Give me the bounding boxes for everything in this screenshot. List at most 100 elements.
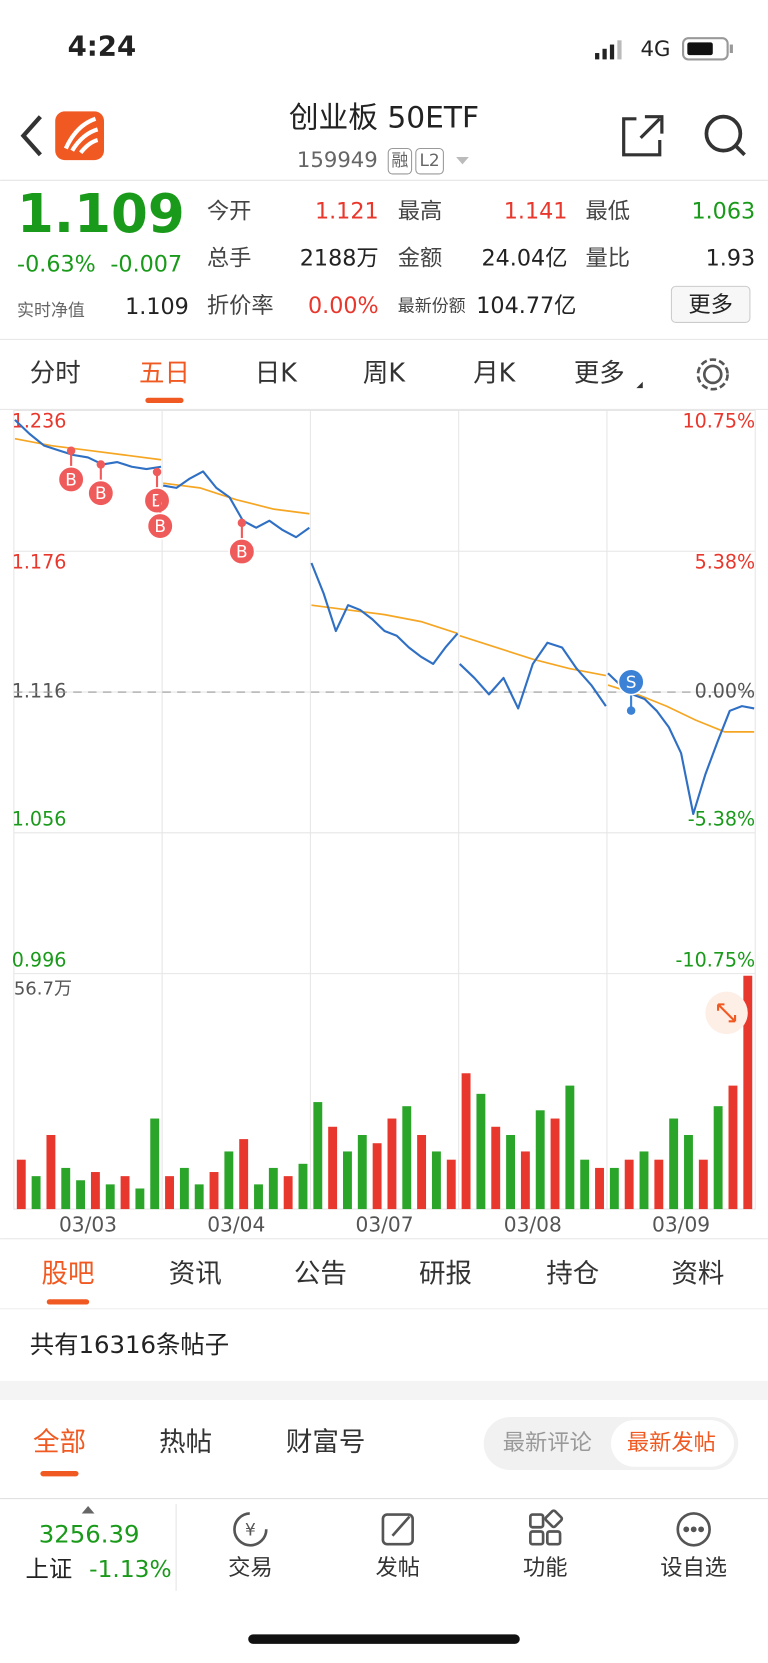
- last-price: 1.109: [17, 183, 185, 245]
- marker-dot: [237, 518, 247, 528]
- chart-tab[interactable]: 分时: [30, 358, 81, 388]
- volume-bar: [743, 975, 753, 1210]
- nav-item[interactable]: 功能: [523, 1555, 568, 1581]
- chart-tab[interactable]: 日K: [255, 358, 298, 388]
- nav-item[interactable]: 设自选: [660, 1555, 727, 1581]
- volume-bar: [535, 1110, 545, 1210]
- trade-marker: [87, 479, 115, 507]
- trade-marker: [146, 512, 174, 540]
- field-label: 最低: [586, 199, 631, 225]
- volume-bar: [179, 1167, 189, 1210]
- volume-bar: [209, 1172, 219, 1210]
- chart-tab[interactable]: 周K: [363, 358, 406, 388]
- tab-underline: [40, 1471, 79, 1477]
- field-value: 0.00%: [308, 293, 379, 319]
- more-button[interactable]: [670, 285, 751, 323]
- share-button[interactable]: [622, 115, 664, 157]
- marker-dot: [152, 467, 162, 477]
- change: -0.007: [110, 252, 182, 278]
- nav-item[interactable]: 交易: [228, 1555, 273, 1581]
- stock-title: 创业板 50ETF: [289, 100, 479, 135]
- chart-tab[interactable]: 五日: [139, 358, 190, 388]
- volume-bar: [506, 1134, 516, 1210]
- trade-marker: [617, 668, 645, 696]
- back-button[interactable]: [20, 115, 42, 157]
- home-indicator: [248, 1634, 520, 1644]
- feed-tab[interactable]: 资讯: [169, 1258, 222, 1289]
- feed-tab[interactable]: 资料: [671, 1258, 724, 1289]
- volume-bar: [402, 1106, 412, 1210]
- volume-bar: [357, 1134, 367, 1210]
- sort-option[interactable]: 最新评论: [503, 1430, 592, 1456]
- app-logo: [55, 111, 105, 161]
- volume-bar: [90, 1172, 100, 1210]
- field-label: 总手: [207, 245, 252, 271]
- volume-bar: [431, 1151, 441, 1210]
- feed-tab[interactable]: 持仓: [546, 1258, 599, 1289]
- volume-bar: [669, 1118, 679, 1210]
- dropdown[interactable]: [456, 156, 469, 165]
- chart: 1.236 1.176 1.116 1.056 0.996 10.75% 5.38% 0.00…: [12, 410, 756, 1237]
- marker-label: S: [626, 672, 637, 692]
- y-tick-label: 1.176: [12, 550, 67, 573]
- volume-bar: [194, 1184, 204, 1210]
- field-value: 2188万: [300, 245, 379, 271]
- marker-label: B: [65, 469, 77, 489]
- average-line: [163, 482, 310, 515]
- volume-bar: [387, 1118, 397, 1210]
- chart-tab[interactable]: 月K: [473, 358, 516, 388]
- sort-active: [610, 1420, 734, 1467]
- field-value: 1.93: [706, 245, 756, 271]
- price-line: [163, 470, 310, 539]
- volume-bar: [595, 1167, 604, 1210]
- chart-tab[interactable]: 更多: [574, 358, 625, 388]
- filter-tab[interactable]: 全部: [33, 1427, 86, 1458]
- volume-bar: [268, 1167, 278, 1210]
- feed-tab[interactable]: 股吧: [41, 1258, 94, 1289]
- y-tick-label: 1.056: [12, 808, 67, 831]
- volume-bar: [298, 1163, 308, 1210]
- svg-text:¥: ¥: [245, 1519, 256, 1539]
- volume-bar: [105, 1184, 115, 1210]
- marker-label: B: [236, 542, 248, 562]
- volume-bar: [609, 1167, 619, 1210]
- filter-tab[interactable]: 热帖: [159, 1427, 212, 1458]
- feed-tab[interactable]: 研报: [419, 1258, 472, 1289]
- volume-bar: [372, 1143, 382, 1210]
- x-tick-label: 03/07: [356, 1213, 414, 1237]
- volume-bar: [283, 1176, 293, 1210]
- field-value: 24.04亿: [481, 245, 567, 271]
- network: 4G: [641, 37, 671, 62]
- volume-bar: [550, 1118, 560, 1210]
- volume-bar: [254, 1184, 263, 1210]
- field-label: 最新份额: [398, 296, 466, 316]
- volume-bar: [343, 1151, 352, 1210]
- feed-tab[interactable]: 公告: [294, 1258, 347, 1289]
- price-line: [458, 641, 607, 710]
- trade-marker: [57, 465, 85, 493]
- chart-tabs: 分时 五日 日K 周K 月K 更多: [30, 358, 643, 404]
- index-name: 上证: [26, 1555, 73, 1583]
- average-line: [14, 437, 162, 461]
- section-gap: [0, 1380, 768, 1400]
- volume-bar: [76, 1180, 86, 1210]
- signal: [595, 40, 622, 60]
- filter-tab[interactable]: 财富号: [286, 1427, 366, 1458]
- index-arrow: [81, 1506, 95, 1514]
- sort-option[interactable]: 最新发帖: [627, 1430, 716, 1456]
- bottom-nav: 交易 发帖 功能 设自选: [228, 1555, 727, 1581]
- nav-item[interactable]: 发帖: [376, 1555, 421, 1581]
- tab-underline: [46, 1299, 90, 1305]
- volume-bar: [565, 1085, 575, 1210]
- price-line: [14, 419, 162, 471]
- volume-bar: [120, 1176, 130, 1210]
- dropdown: [636, 381, 643, 389]
- marker-dot: [66, 446, 76, 455]
- volume-bar: [239, 1139, 249, 1210]
- nav-icons: ¥: [233, 1509, 711, 1547]
- x-tick-label: 03/03: [59, 1213, 117, 1237]
- y-tick-label: 1.236: [12, 410, 67, 433]
- settings-button[interactable]: [696, 358, 729, 391]
- volume-bar: [520, 1151, 530, 1210]
- search-button[interactable]: [704, 114, 746, 157]
